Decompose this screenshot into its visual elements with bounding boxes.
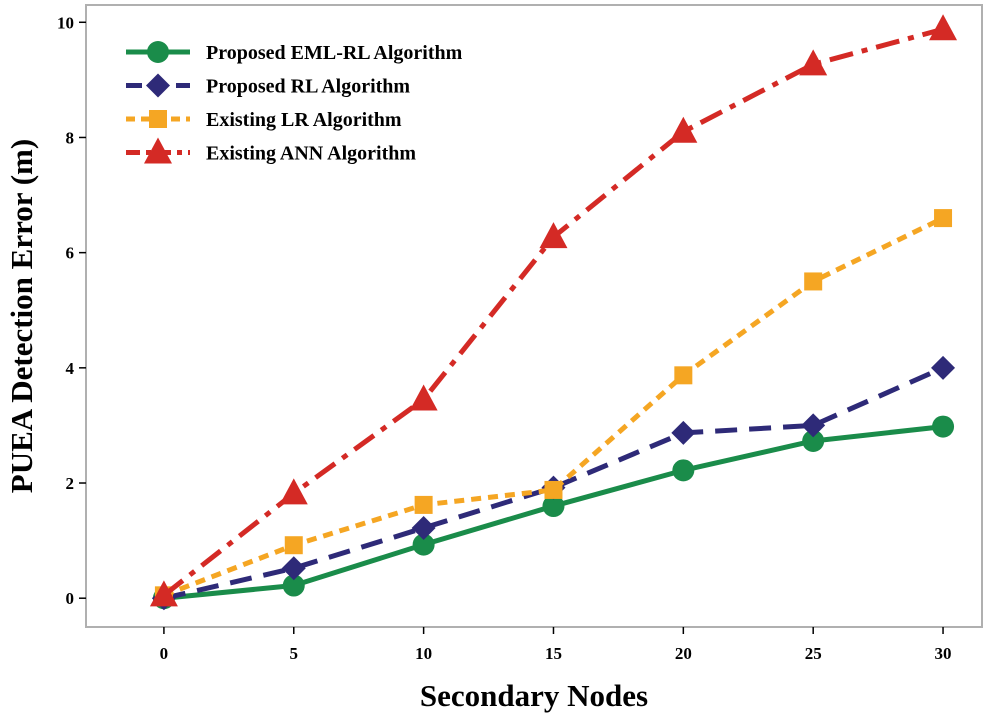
legend-marker-4	[144, 137, 172, 164]
x-tick-label: 5	[290, 644, 299, 663]
legend-marker-1	[147, 41, 169, 63]
series-4	[149, 14, 958, 607]
series-2-point	[671, 420, 696, 445]
series-1-point	[282, 574, 305, 597]
series-4-point	[929, 14, 958, 41]
series-4-point	[539, 222, 568, 249]
series-1	[152, 415, 955, 610]
series-3-point	[674, 366, 693, 385]
y-tick-label: 6	[66, 244, 75, 263]
plot-frame	[85, 4, 983, 628]
series-group	[149, 14, 958, 611]
x-tick-label: 30	[935, 644, 952, 663]
series-3-point	[284, 536, 303, 555]
legend-label-4: Existing ANN Algorithm	[206, 143, 416, 165]
series-1-point	[932, 415, 955, 438]
legend: Proposed EML-RL Algorithm Proposed RL Alg…	[126, 41, 463, 165]
x-tick-label: 0	[160, 644, 169, 663]
series-4-point	[279, 478, 308, 505]
series-3-point	[544, 480, 563, 499]
x-tick-label: 15	[545, 644, 562, 663]
series-3	[154, 209, 953, 605]
legend-label-2: Proposed RL Algorithm	[206, 76, 410, 98]
legend-label-1: Proposed EML-RL Algorithm	[206, 42, 463, 64]
legend-marker-3	[149, 110, 167, 128]
x-tick-label: 20	[675, 644, 692, 663]
y-tick-label: 2	[66, 474, 75, 493]
legend-label-3: Existing LR Algorithm	[206, 109, 402, 131]
x-tick-label: 25	[805, 644, 822, 663]
x-tick-label: 10	[415, 644, 432, 663]
series-3-point	[414, 495, 433, 514]
legend-marker-2	[146, 73, 170, 98]
series-4-point	[669, 116, 698, 143]
x-axis-title: Secondary Nodes	[420, 678, 648, 713]
y-tick-label: 4	[66, 359, 75, 378]
series-4-point	[799, 49, 828, 76]
y-tick-label: 10	[57, 13, 74, 32]
series-4-point	[149, 580, 178, 607]
series-3-line	[163, 215, 945, 598]
y-axis-title: PUEA Detection Error (m)	[4, 139, 39, 493]
series-1-point	[802, 429, 825, 452]
axis-ticks: 0 5 10 15 20 25 30 0 2 4 6 8 10	[57, 13, 952, 663]
series-3-point	[934, 209, 953, 228]
series-2-point	[801, 413, 826, 438]
series-2-point	[411, 515, 436, 540]
series-1-point	[542, 495, 565, 518]
series-2-point	[281, 556, 306, 581]
y-tick-label: 8	[66, 128, 75, 147]
series-2-point	[931, 355, 956, 380]
series-1-point	[412, 533, 435, 556]
series-1-point	[672, 459, 695, 482]
y-tick-label: 0	[66, 589, 75, 608]
series-4-point	[409, 384, 438, 411]
series-3-point	[804, 272, 823, 291]
